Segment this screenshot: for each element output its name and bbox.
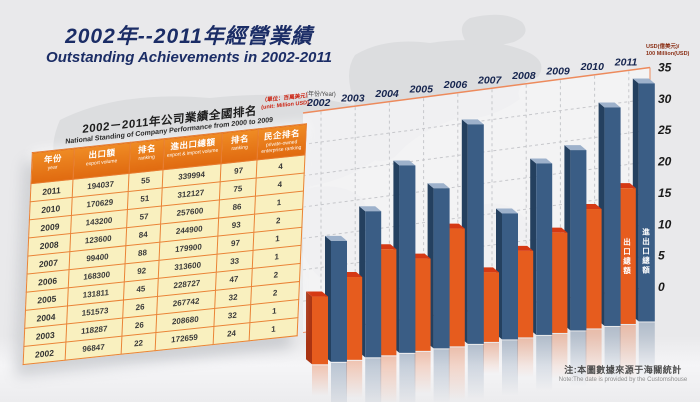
y-axis-unit-label: USD(億美元)/	[646, 42, 680, 50]
year-label: 2011	[614, 56, 638, 68]
y-tick-label: 15	[658, 186, 672, 200]
x-axis-note: (年份/Year)	[306, 90, 336, 98]
y-tick-label: 30	[658, 92, 672, 106]
year-label: 2006	[443, 79, 468, 91]
year-cell: 2002	[23, 342, 66, 365]
legend-total-label: 進出口總額	[641, 228, 651, 276]
y-tick-label: 10	[658, 217, 672, 231]
ranking-table-panel: 2002－2011年公司業績全國排名 National Standing of …	[23, 93, 311, 365]
year-label: 2007	[477, 74, 503, 86]
bar-total-2003	[359, 206, 382, 402]
column-header: 排名 ranking	[128, 138, 165, 174]
bar-total-2008	[530, 158, 553, 391]
main-title-en: Outstanding Achievements in 2002-2011	[46, 49, 332, 67]
bar-total-2007	[496, 208, 518, 396]
axis-top-line	[302, 66, 651, 114]
year-label: 2008	[511, 70, 536, 82]
bar-total-2002	[325, 235, 347, 402]
y-tick-label: 5	[658, 249, 665, 263]
bar-total-2004	[393, 160, 416, 402]
source-note-zh: 注:本圖數據來源于海關統計	[564, 365, 682, 375]
column-header: 排名 ranking	[220, 128, 259, 164]
year-label: 2002	[306, 97, 331, 109]
year-label: 2010	[580, 61, 605, 73]
source-note: 注:本圖數據來源于海關統計 Note:The date is provided …	[548, 363, 698, 383]
year-label: 2004	[374, 88, 399, 100]
main-title: 2002年--2011年經營業績 Outstanding Achievement…	[36, 25, 342, 67]
column-header: 年份 year	[30, 148, 75, 184]
y-tick-label: 0	[658, 280, 665, 294]
bar-total-2009	[564, 145, 587, 387]
value-cell: 24	[213, 322, 250, 345]
bar-total-2006	[461, 119, 484, 400]
performance-table: 年份 year 出口額 export volume 排名 ranking 進出口總額 expo…	[23, 123, 307, 365]
y-tick-label: 20	[657, 155, 672, 169]
year-label: 2003	[340, 92, 365, 104]
main-title-zh: 2002年--2011年經營業績	[65, 25, 313, 48]
y-tick-label: 25	[657, 123, 672, 137]
y-tick-label: 35	[658, 61, 672, 75]
year-label: 2009	[545, 65, 570, 77]
bar-total-2005	[427, 183, 450, 402]
bar-export-2002	[306, 291, 328, 396]
legend-export-label: 出口總額	[622, 238, 632, 276]
bar-total-2010	[598, 102, 621, 382]
value-cell: 22	[121, 332, 156, 355]
year-label: 2005	[409, 83, 434, 95]
source-note-en: Note:The date is provided by the Customs…	[558, 377, 688, 383]
y-axis-unit-label: 100 Million(USD)	[646, 51, 690, 57]
